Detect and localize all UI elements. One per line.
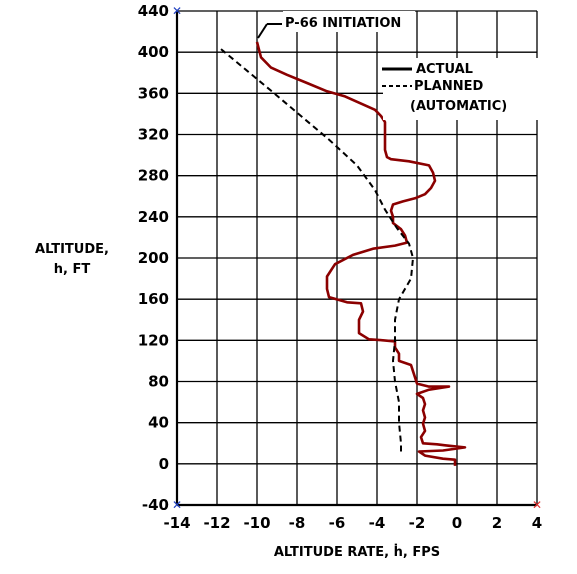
y-tick-label: 440 — [138, 2, 169, 20]
x-tick-label: 0 — [452, 514, 462, 532]
grid — [175, 10, 538, 507]
y-tick-label: 0 — [159, 455, 169, 473]
corner-marker-bottom-left: ✕ — [172, 498, 182, 512]
tick-labels: -14 -12 -10 -8 -6 -4 -2 0 2 4 -40 0 40 80 120 160 200 240… — [138, 2, 543, 532]
x-tick-label: -8 — [289, 514, 306, 532]
y-tick-label: 360 — [138, 84, 169, 102]
x-tick-label: -6 — [329, 514, 346, 532]
y-tick-label: 40 — [148, 414, 169, 432]
annotation-leader-diagonal — [257, 23, 268, 39]
y-tick-label: 320 — [138, 126, 169, 144]
p66-annotation: P-66 INITIATION — [257, 11, 415, 39]
legend-actual-label: ACTUAL — [416, 62, 473, 77]
y-axis-label-line2: h, FT — [54, 262, 91, 277]
x-tick-label: -12 — [203, 514, 230, 532]
y-tick-label: 160 — [138, 290, 169, 308]
corner-marker-bottom-right: ✕ — [532, 498, 542, 512]
corner-markers: ✕ ✕ ✕ — [172, 4, 542, 512]
y-axis-label-line1: ALTITUDE, — [35, 242, 109, 257]
series-group — [220, 41, 467, 466]
legend-planned-label-line2: (AUTOMATIC) — [410, 99, 507, 114]
y-tick-label: 80 — [148, 373, 169, 391]
y-tick-label: 200 — [138, 249, 169, 267]
y-tick-label: 240 — [138, 208, 169, 226]
y-tick-label: 280 — [138, 167, 169, 185]
x-tick-label: -4 — [369, 514, 386, 532]
annotation-background — [283, 11, 415, 32]
series-actual-line — [255, 41, 467, 466]
y-tick-label: -40 — [142, 496, 169, 514]
x-tick-label: 4 — [532, 514, 542, 532]
corner-marker-top-left: ✕ — [172, 4, 182, 18]
legend: ACTUAL PLANNED (AUTOMATIC) — [382, 58, 551, 120]
legend-planned-label-line1: PLANNED — [414, 79, 484, 94]
annotation-text: P-66 INITIATION — [285, 16, 401, 31]
x-tick-label: -2 — [409, 514, 426, 532]
x-tick-label: -14 — [163, 514, 190, 532]
x-tick-label: -10 — [243, 514, 270, 532]
y-tick-label: 120 — [138, 331, 169, 349]
y-tick-label: 400 — [138, 43, 169, 61]
x-axis-label: ALTITUDE RATE, ḣ, FPS — [274, 544, 440, 560]
x-tick-label: 2 — [492, 514, 502, 532]
